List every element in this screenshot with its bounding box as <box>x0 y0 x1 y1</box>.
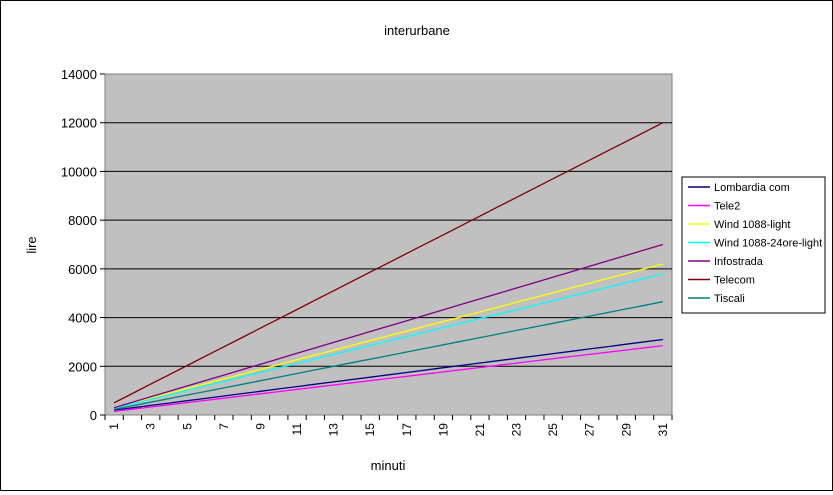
x-tick-label: 15 <box>363 423 377 437</box>
gridlines <box>105 122 672 367</box>
x-tick-label: 31 <box>656 423 670 437</box>
y-tick-label: 8000 <box>68 213 97 228</box>
series-line-0 <box>114 338 663 411</box>
legend-label: Tele2 <box>714 201 740 213</box>
chart-title: interurbane <box>384 23 450 38</box>
y-tick-label: 0 <box>90 408 97 423</box>
series-line-1 <box>114 344 663 412</box>
x-tick-label: 17 <box>400 423 414 437</box>
series-line-6 <box>113 301 664 411</box>
legend: Lombardia com Tele2 Wind 1088-light Wind 10… <box>681 176 826 314</box>
x-tick-label: 5 <box>180 423 194 430</box>
y-tick-label: 2000 <box>68 359 97 374</box>
y-axis-label: lire <box>24 236 39 253</box>
legend-label: Lombardia com <box>714 182 790 194</box>
y-tick-label: 14000 <box>61 67 97 82</box>
x-tick-label: 19 <box>436 423 450 437</box>
x-tick-label: 1 <box>107 423 121 430</box>
legend-label: Wind 1088-24ore-light <box>714 238 822 250</box>
x-tick-label: 7 <box>217 423 231 430</box>
series-line-2 <box>113 263 664 409</box>
x-tick-label: 13 <box>327 423 341 437</box>
legend-label: Telecom <box>714 275 755 287</box>
x-tick-label: 29 <box>619 423 633 437</box>
x-tick-label: 23 <box>510 423 524 437</box>
y-tick-label: 10000 <box>61 164 97 179</box>
x-axis-ticks: 1 3 5 7 9 11 13 15 17 19 21 23 25 27 29 31 <box>104 415 673 437</box>
legend-label: Infostrada <box>714 256 764 268</box>
y-tick-label: 12000 <box>61 116 97 131</box>
x-tick-label: 9 <box>253 423 267 430</box>
series-lines <box>113 122 664 412</box>
x-axis-label: minuti <box>371 458 406 473</box>
legend-box <box>681 176 826 314</box>
legend-label: Tiscali <box>714 293 745 305</box>
x-tick-label: 3 <box>144 423 158 430</box>
x-tick-label: 21 <box>473 423 487 437</box>
y-axis-ticks: 0 2000 4000 6000 8000 10000 12000 14000 <box>61 67 105 423</box>
series-line-5 <box>113 122 664 404</box>
legend-label: Wind 1088-light <box>714 219 790 231</box>
x-tick-label: 27 <box>583 423 597 437</box>
y-tick-label: 4000 <box>68 311 97 326</box>
x-tick-label: 11 <box>290 423 304 436</box>
series-line-3 <box>113 273 664 409</box>
series-line-4 <box>113 243 664 409</box>
x-tick-label: 25 <box>546 423 560 437</box>
y-tick-label: 6000 <box>68 262 97 277</box>
plot-area <box>104 73 673 416</box>
